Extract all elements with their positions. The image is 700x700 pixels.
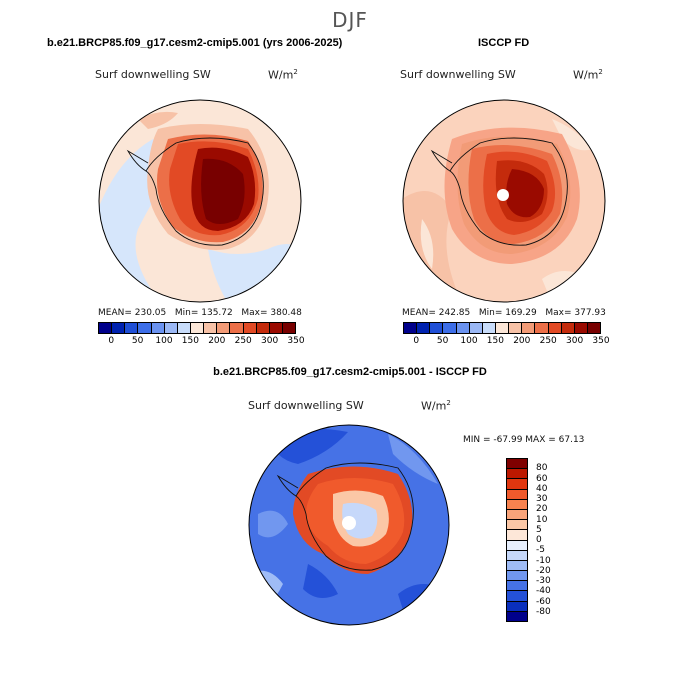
model-stats: MEAN= 230.05 Min= 135.72 Max= 380.48 [98,308,302,318]
colorbar-swatch [204,323,218,333]
colorbar-swatch [138,323,152,333]
colorbar-swatch [522,323,536,333]
colorbar-tick-label: 350 [592,336,610,346]
colorbar-swatch [507,469,527,480]
obs-units-label: W/m2 [573,68,603,82]
colorbar-swatch [469,323,483,333]
colorbar-tick-label: 150 [181,336,199,346]
colorbar-swatch [430,323,444,333]
colorbar-tick-label: 350 [287,336,305,346]
colorbar-tick-label: 200 [208,336,226,346]
colorbar-swatch [99,323,113,333]
colorbar-swatch [507,601,527,612]
colorbar-swatch [509,323,523,333]
colorbar-tick-label: 5 [536,524,542,535]
obs-polar-map [402,99,606,303]
colorbar-swatch [548,323,562,333]
colorbar-swatch [507,550,527,561]
colorbar-tick-label: 150 [486,336,504,346]
colorbar-swatch [574,323,588,333]
colorbar-swatch [507,540,527,551]
colorbar-tick-label: 50 [436,336,449,346]
colorbar-swatch [507,459,527,470]
colorbar-tick-label: 200 [513,336,531,346]
diff-units-label: W/m2 [421,399,451,413]
model-polar-map [98,99,302,303]
colorbar-tick-label: 80 [536,463,548,474]
obs-stats: MEAN= 242.85 Min= 169.29 Max= 377.93 [402,308,606,318]
diff-minmax: MIN = -67.99 MAX = 67.13 [463,435,585,445]
colorbar-swatch [482,323,496,333]
model-units-label: W/m2 [268,68,298,82]
colorbar-swatch [535,323,549,333]
colorbar-tick-label: 250 [234,336,252,346]
colorbar-tick-label: 50 [131,336,144,346]
colorbar-tick-label: 60 [536,473,548,484]
obs-colorbar: 0 50 100 150 200 250 300 350 [403,322,610,346]
colorbar-tick-label: -5 [536,545,545,556]
colorbar-tick-label: -80 [536,606,551,617]
obs-variable-label: Surf downwelling SW [400,68,516,81]
colorbar-swatch [507,611,527,621]
colorbar-swatch [495,323,510,333]
diff-polar-map [248,424,450,626]
model-panel-title: b.e21.BRCP85.f09_g17.cesm2-cmip5.001 (yr… [47,37,343,49]
colorbar-swatch [230,323,244,333]
colorbar-tick-label: -30 [536,576,551,586]
colorbar-tick-label: 300 [566,336,584,346]
colorbar-swatch [507,571,527,582]
colorbar-swatch [190,323,205,333]
colorbar-swatch [507,530,527,541]
colorbar-swatch [151,323,165,333]
colorbar-tick-label: 10 [536,514,548,525]
diff-panel-title: b.e21.BRCP85.f09_g17.cesm2-cmip5.001 - I… [213,366,487,378]
colorbar-swatch [164,323,178,333]
colorbar-swatch [125,323,139,333]
colorbar-tick-label: 20 [536,504,548,515]
colorbar-swatch [282,323,296,333]
colorbar-tick-label: 30 [536,494,548,504]
colorbar-swatch [507,581,527,592]
colorbar-swatch [112,323,126,333]
colorbar-tick-label: 40 [536,483,548,494]
colorbar-swatch [177,323,191,333]
colorbar-swatch [404,323,418,333]
colorbar-swatch [443,323,457,333]
colorbar-swatch [507,509,527,521]
colorbar-swatch [507,560,527,572]
colorbar-swatch [456,323,470,333]
colorbar-tick-label: -20 [536,565,551,576]
colorbar-swatch [587,323,601,333]
colorbar-swatch [507,499,527,510]
colorbar-swatch [417,323,431,333]
colorbar-tick-label: 0 [536,535,542,545]
colorbar-swatch [561,323,575,333]
colorbar-swatch [269,323,283,333]
colorbar-tick-label: 100 [155,336,173,346]
colorbar-tick-label: -10 [536,555,551,566]
colorbar-swatch [243,323,257,333]
season-title: DJF [332,8,368,32]
colorbar-swatch [507,479,527,490]
colorbar-tick-label: -60 [536,596,551,607]
colorbar-swatch [256,323,270,333]
colorbar-tick-label: 0 [108,336,115,346]
obs-panel-title: ISCCP FD [478,37,530,49]
diff-variable-label: Surf downwelling SW [248,399,364,412]
colorbar-tick-label: 300 [261,336,279,346]
colorbar-swatch [507,489,527,500]
model-colorbar: 0 50 100 150 200 250 300 350 [98,322,305,346]
colorbar-tick-label: -40 [536,586,551,597]
colorbar-tick-label: 0 [413,336,420,346]
colorbar-tick-label: 100 [460,336,478,346]
colorbar-tick-label: 250 [539,336,557,346]
diff-colorbar: 80 60 40 30 20 10 5 0 -5 -10 -20 -30 -40 -60 -80 [506,458,566,622]
colorbar-swatch [507,591,527,602]
model-variable-label: Surf downwelling SW [95,68,211,81]
colorbar-swatch [217,323,231,333]
colorbar-swatch [507,520,527,531]
